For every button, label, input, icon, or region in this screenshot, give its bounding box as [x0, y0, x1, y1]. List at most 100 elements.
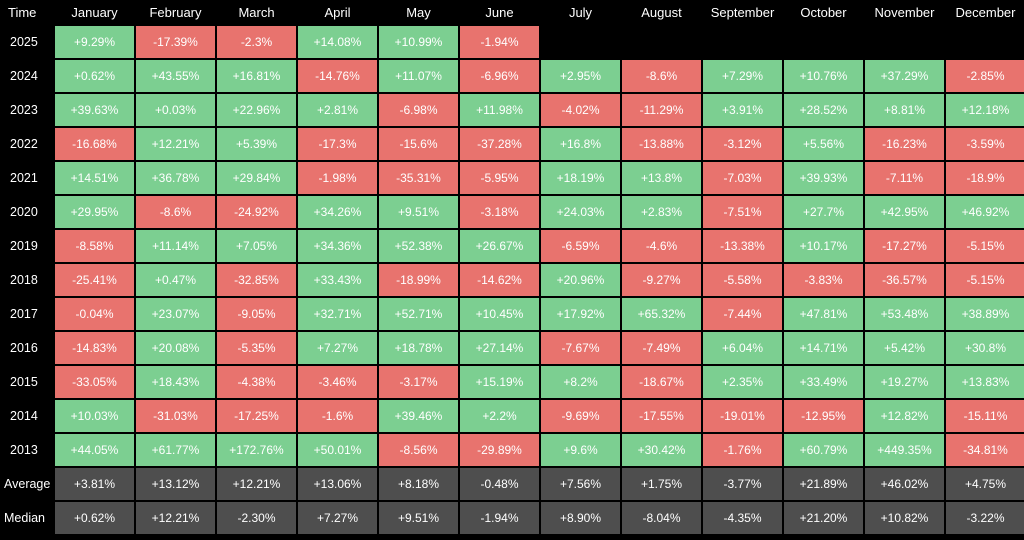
summary-cell: +13.12%	[136, 468, 215, 500]
column-header-march: March	[238, 4, 275, 20]
heatmap-cell: -7.03%	[703, 162, 782, 194]
heatmap-cell: +10.45%	[460, 298, 539, 330]
heatmap-cell: -17.27%	[865, 230, 944, 262]
heatmap-cell: +39.46%	[379, 400, 458, 432]
heatmap-cell: +17.92%	[541, 298, 620, 330]
heatmap-cell: +12.82%	[865, 400, 944, 432]
heatmap-cell-empty	[946, 26, 1024, 58]
heatmap-cell: +9.6%	[541, 434, 620, 466]
heatmap-cell: -37.28%	[460, 128, 539, 160]
heatmap-cell: -5.15%	[946, 230, 1024, 262]
row-label-2023: 2023	[10, 103, 38, 117]
column-header-june: June	[485, 4, 514, 20]
heatmap-cell: +13.83%	[946, 366, 1024, 398]
heatmap-cell: +18.78%	[379, 332, 458, 364]
row-label-2015: 2015	[10, 375, 38, 389]
summary-cell: +8.18%	[379, 468, 458, 500]
heatmap-cell: +52.38%	[379, 230, 458, 262]
summary-cell: +12.21%	[217, 468, 296, 500]
heatmap-cell: +46.92%	[946, 196, 1024, 228]
heatmap-cell: +2.83%	[622, 196, 701, 228]
heatmap-cell: +7.05%	[217, 230, 296, 262]
heatmap-cell: +39.93%	[784, 162, 863, 194]
heatmap-cell: +60.79%	[784, 434, 863, 466]
heatmap-cell: -8.58%	[55, 230, 134, 262]
heatmap-cell: -9.05%	[217, 298, 296, 330]
column-header-january: January	[71, 4, 118, 20]
heatmap-cell: +0.47%	[136, 264, 215, 296]
heatmap-cell: -13.38%	[703, 230, 782, 262]
heatmap-cell: +30.8%	[946, 332, 1024, 364]
heatmap-cell: +2.2%	[460, 400, 539, 432]
heatmap-cell: +27.14%	[460, 332, 539, 364]
column-header-august: August	[641, 4, 682, 20]
column-header-october: October	[800, 4, 847, 20]
heatmap-cell: +18.19%	[541, 162, 620, 194]
heatmap-cell: -8.56%	[379, 434, 458, 466]
heatmap-cell: +27.7%	[784, 196, 863, 228]
heatmap-cell: -34.81%	[946, 434, 1024, 466]
heatmap-cell-empty	[541, 26, 620, 58]
heatmap-cell: -25.41%	[55, 264, 134, 296]
heatmap-cell: +14.08%	[298, 26, 377, 58]
summary-cell: +4.75%	[946, 468, 1024, 500]
summary-cell: +8.90%	[541, 502, 620, 534]
heatmap-cell: +24.03%	[541, 196, 620, 228]
heatmap-cell: +14.51%	[55, 162, 134, 194]
summary-cell: -1.94%	[460, 502, 539, 534]
heatmap-cell: -5.58%	[703, 264, 782, 296]
summary-cell: +21.20%	[784, 502, 863, 534]
heatmap-cell: +2.95%	[541, 60, 620, 92]
heatmap-cell: +2.35%	[703, 366, 782, 398]
heatmap-cell: +172.76%	[217, 434, 296, 466]
heatmap-cell: +7.29%	[703, 60, 782, 92]
heatmap-cell: +32.71%	[298, 298, 377, 330]
heatmap-cell: +65.32%	[622, 298, 701, 330]
heatmap-cell: +29.84%	[217, 162, 296, 194]
summary-cell: +10.82%	[865, 502, 944, 534]
heatmap-cell: -0.04%	[55, 298, 134, 330]
heatmap-cell: +12.18%	[946, 94, 1024, 126]
heatmap-cell: -18.9%	[946, 162, 1024, 194]
heatmap-cell: +61.77%	[136, 434, 215, 466]
heatmap-cell: -5.15%	[946, 264, 1024, 296]
heatmap-cell: +36.78%	[136, 162, 215, 194]
heatmap-cell: +18.43%	[136, 366, 215, 398]
heatmap-cell: +44.05%	[55, 434, 134, 466]
heatmap-cell: -1.94%	[460, 26, 539, 58]
heatmap-cell: +47.81%	[784, 298, 863, 330]
heatmap-cell: -6.59%	[541, 230, 620, 262]
heatmap-cell-empty	[865, 26, 944, 58]
heatmap-cell: +8.2%	[541, 366, 620, 398]
heatmap-cell: -7.44%	[703, 298, 782, 330]
heatmap-cell: -19.01%	[703, 400, 782, 432]
row-label-2019: 2019	[10, 239, 38, 253]
heatmap-cell: -3.83%	[784, 264, 863, 296]
heatmap-cell: +22.96%	[217, 94, 296, 126]
heatmap-cell: -2.85%	[946, 60, 1024, 92]
row-label-2022: 2022	[10, 137, 38, 151]
heatmap-cell: -32.85%	[217, 264, 296, 296]
heatmap-cell: +20.08%	[136, 332, 215, 364]
heatmap-cell: +11.14%	[136, 230, 215, 262]
heatmap-cell: -9.27%	[622, 264, 701, 296]
heatmap-cell: +5.42%	[865, 332, 944, 364]
row-label-median: Median	[4, 511, 45, 525]
heatmap-cell: -6.98%	[379, 94, 458, 126]
heatmap-cell: +23.07%	[136, 298, 215, 330]
heatmap-cell: -1.76%	[703, 434, 782, 466]
row-label-average: Average	[4, 477, 51, 491]
row-label-2025: 2025	[10, 35, 38, 49]
heatmap-cell: -17.55%	[622, 400, 701, 432]
heatmap-cell: +2.81%	[298, 94, 377, 126]
heatmap-cell: +13.8%	[622, 162, 701, 194]
heatmap-cell: +14.71%	[784, 332, 863, 364]
heatmap-cell: -15.6%	[379, 128, 458, 160]
heatmap-cell: +52.71%	[379, 298, 458, 330]
summary-cell: +3.81%	[55, 468, 134, 500]
row-label-2021: 2021	[10, 171, 38, 185]
heatmap-cell: -7.49%	[622, 332, 701, 364]
heatmap-cell: +53.48%	[865, 298, 944, 330]
summary-cell: +13.06%	[298, 468, 377, 500]
heatmap-cell: -16.68%	[55, 128, 134, 160]
